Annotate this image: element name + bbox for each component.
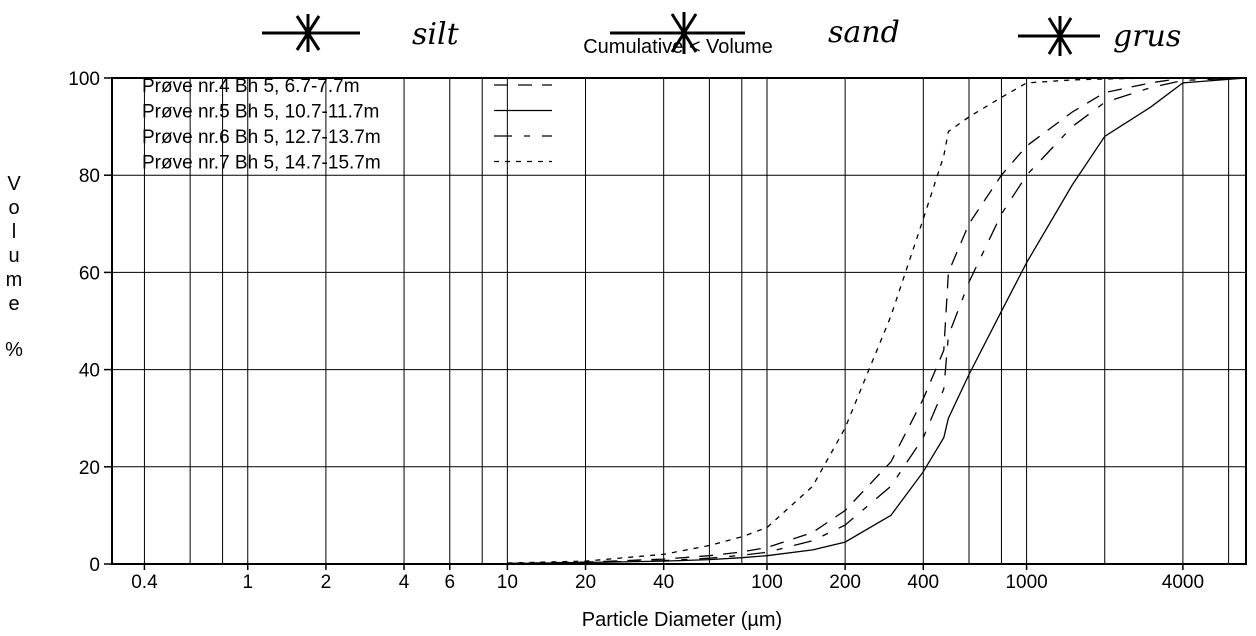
x-axis-title: Particle Diameter (µm) [582,609,782,631]
y-tick-label: 20 [79,458,100,479]
y-axis-title: Volume% [5,173,23,361]
y-axis-title-char: % [5,339,23,361]
y-tick-label: 100 [68,69,100,90]
y-axis-title-char: m [6,269,23,291]
series-line-2 [507,77,1247,565]
x-tick-label: 0.4 [131,572,158,593]
x-tick-label: 2 [321,572,332,593]
y-axis-title-char: o [8,197,19,219]
x-tick-label: 10 [497,572,518,593]
grus-annotation: grus [1113,19,1181,54]
silt-annotation: silt [412,17,460,52]
x-tick-label: 1 [242,572,253,593]
legend-label: Prøve nr.4 Bh 5, 6.7-7.7m [142,76,360,97]
legend-label: Prøve nr.5 Bh 5, 10.7-11.7m [142,102,379,123]
x-axis: 0.4 1 2 4 6 10 20 40 100 200 400 1000 4000 [131,564,1204,593]
x-tick-label: 1000 [1005,572,1047,593]
grid [112,77,1246,565]
y-tick-label: 60 [79,263,100,284]
x-tick-label: 400 [907,572,939,593]
y-tick-label: 80 [79,166,100,187]
x-tick-label: 6 [444,572,455,593]
y-tick-label: 0 [89,555,100,576]
plot-frame [111,77,1247,565]
legend-label: Prøve nr.6 Bh 5, 12.7-13.7m [142,127,381,148]
legend: Prøve nr.4 Bh 5, 6.7-7.7m Prøve nr.5 Bh 5… [142,76,552,174]
series-line-1 [507,77,1246,565]
y-axis: 0 20 40 60 80 100 [68,69,112,576]
x-tick-label: 4 [399,572,410,593]
legend-label: Prøve nr.7 Bh 5, 14.7-15.7m [142,153,381,174]
x-tick-label: 200 [829,572,861,593]
x-tick-label: 100 [751,572,783,593]
y-axis-title-char: l [12,221,16,243]
silt-marker [262,14,360,52]
grus-marker [1018,16,1100,56]
x-tick-label: 4000 [1162,572,1204,593]
y-tick-label: 40 [79,361,100,382]
series-line-4 [507,77,1246,564]
series-layer [507,77,1247,565]
series-line-3 [507,77,1247,565]
y-axis-title-char: e [8,293,19,315]
chart-title: Cumulative < Volume [583,36,773,58]
sand-marker [610,12,745,54]
sand-annotation: sand [828,15,900,50]
x-tick-label: 20 [575,572,596,593]
handwritten-annotations: silt sand grus [262,12,1181,56]
y-axis-title-char: V [7,173,21,195]
y-axis-title-char: u [8,245,19,267]
x-tick-label: 40 [653,572,674,593]
